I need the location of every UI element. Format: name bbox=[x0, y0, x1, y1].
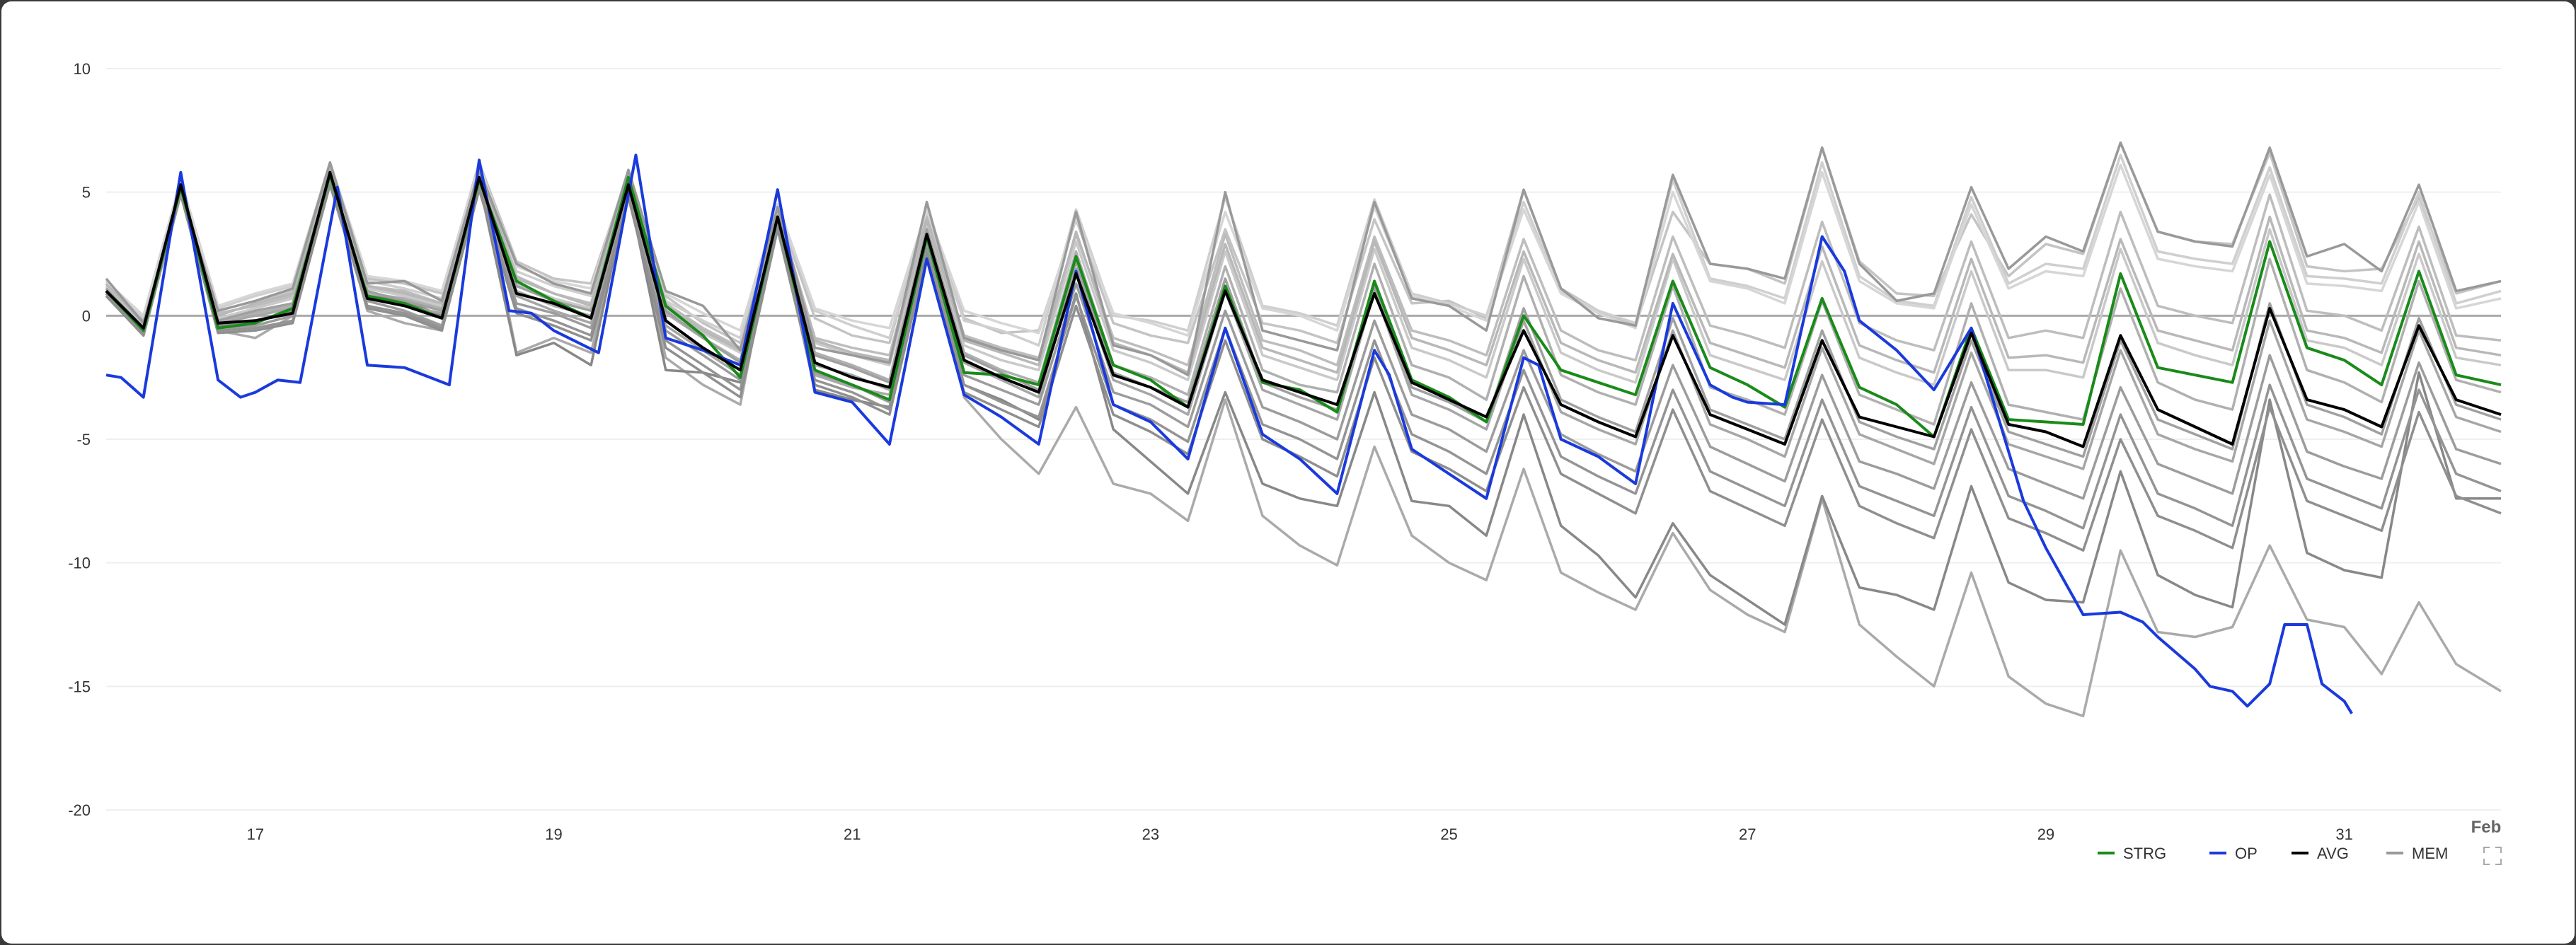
y-tick-label: -10 bbox=[68, 555, 91, 572]
legend-label: STRG bbox=[2123, 845, 2166, 862]
series-line-mem bbox=[105, 141, 2502, 376]
x-month-label: Feb bbox=[2471, 818, 2502, 837]
x-axis: 17 19 21 23 25 27 29 31 Feb bbox=[247, 818, 2502, 843]
y-tick-label: -15 bbox=[68, 678, 91, 695]
series-line-strg bbox=[105, 173, 2502, 439]
y-tick-label: -20 bbox=[68, 801, 91, 819]
fullscreen-icon[interactable] bbox=[2481, 845, 2504, 867]
legend-item-strg[interactable]: STRG bbox=[2098, 845, 2166, 862]
y-tick-label: 10 bbox=[74, 60, 91, 78]
y-axis: 10 5 0 -5 -10 -15 -20 bbox=[68, 60, 91, 819]
legend-item-avg[interactable]: AVG bbox=[2292, 845, 2349, 862]
x-tick-label: 19 bbox=[545, 825, 562, 843]
x-tick-label: 25 bbox=[1440, 825, 1457, 843]
legend-item-op[interactable]: OP bbox=[2209, 845, 2258, 862]
x-tick-label: 31 bbox=[2335, 825, 2352, 843]
x-tick-label: 17 bbox=[247, 825, 264, 843]
member-series-line bbox=[105, 175, 2501, 626]
y-tick-label: 5 bbox=[82, 184, 91, 202]
x-tick-label: 27 bbox=[1739, 825, 1756, 843]
grid-lines bbox=[106, 68, 2501, 811]
series-line-avg bbox=[105, 170, 2502, 448]
y-tick-label: -5 bbox=[76, 431, 91, 448]
legend: STRG OP AVG MEM bbox=[2098, 845, 2448, 862]
x-tick-label: 29 bbox=[2037, 825, 2054, 843]
member-series-line bbox=[105, 183, 2502, 552]
legend-label: AVG bbox=[2317, 845, 2349, 862]
legend-item-mem[interactable]: MEM bbox=[2386, 845, 2448, 862]
member-series-line bbox=[105, 161, 2502, 337]
highlighted-series-group bbox=[105, 141, 2502, 714]
y-tick-label: 0 bbox=[82, 307, 91, 325]
legend-label: OP bbox=[2235, 845, 2258, 862]
legend-label: MEM bbox=[2412, 845, 2448, 862]
x-tick-label: 21 bbox=[844, 825, 861, 843]
member-series-line bbox=[105, 166, 2502, 374]
x-tick-label: 23 bbox=[1142, 825, 1159, 843]
series-line-op bbox=[105, 153, 2353, 714]
